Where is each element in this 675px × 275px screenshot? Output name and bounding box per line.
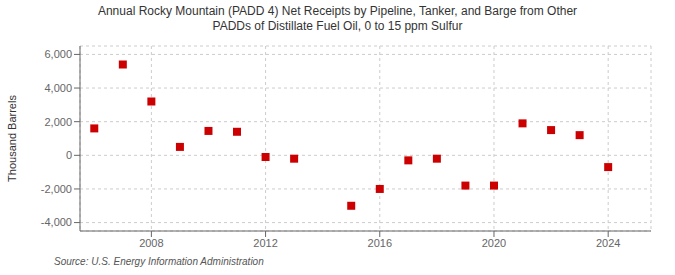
svg-text:2020: 2020 [482,237,506,249]
svg-text:-4,000: -4,000 [41,216,72,228]
svg-text:4,000: 4,000 [44,82,72,94]
svg-text:2012: 2012 [253,237,277,249]
html-text:PADDs of Distillate Fuel Oil,: PADDs of Distillate Fuel Oil, 0 to 15 pp… [212,19,463,33]
svg-text:2016: 2016 [368,237,392,249]
svg-text:2,000: 2,000 [44,116,72,128]
svg-text:-2,000: -2,000 [41,183,72,195]
svg-text:2024: 2024 [596,237,620,249]
html-text:Source: U.S. Energy Informatio: Source: U.S. Energy Information Administ… [54,256,264,267]
svg-text:2008: 2008 [139,237,163,249]
svg-text:6,000: 6,000 [44,48,72,60]
html-text:Annual Rocky Mountain (PADD 4): Annual Rocky Mountain (PADD 4) Net Recei… [97,4,578,18]
svg-text:0: 0 [66,149,72,161]
svg-text:Thousand Barrels: Thousand Barrels [8,95,18,182]
